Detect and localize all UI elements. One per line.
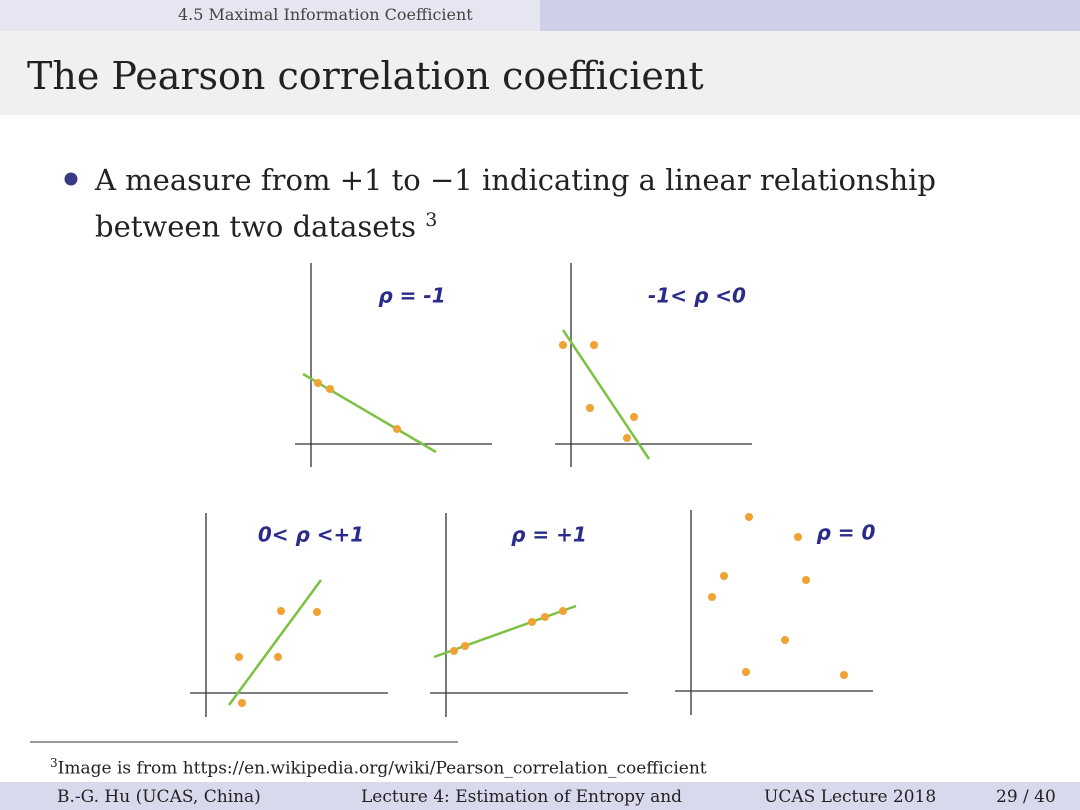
plot-label: ρ = +1 xyxy=(511,523,587,547)
footer-course: UCAS Lecture 2018 xyxy=(764,787,937,807)
bullet-text: A measure from +1 to −1 indicating a lin… xyxy=(95,160,1045,247)
bullet-body: A measure from +1 to −1 indicating a lin… xyxy=(95,163,936,244)
footer-lecture: Lecture 4: Estimation of Entropy and xyxy=(361,787,683,807)
title-band xyxy=(0,31,1080,115)
footnote: 3Image is from https://en.wikipedia.org/… xyxy=(50,756,707,779)
header-bar xyxy=(0,0,540,31)
axes xyxy=(190,263,873,717)
section-title: 4.5 Maximal Information Coefficient xyxy=(178,5,473,24)
header-bar-right xyxy=(540,0,1080,31)
plot-label: ρ = 0 xyxy=(817,521,876,545)
plot-label: -1< ρ <0 xyxy=(648,284,746,308)
slide-title: The Pearson correlation coefficient xyxy=(27,54,704,98)
footnote-mark: 3 xyxy=(425,209,438,231)
footnote-number: 3 xyxy=(50,756,58,770)
fit-lines xyxy=(227,329,651,706)
footer-page: 29 / 40 xyxy=(996,787,1056,807)
plot-label: ρ = -1 xyxy=(378,284,445,308)
bullet-icon xyxy=(64,172,78,186)
footer-author: B.-G. Hu (UCAS, China) xyxy=(57,787,261,807)
plot-label: 0< ρ <+1 xyxy=(258,523,364,547)
footnote-text: Image is from https://en.wikipedia.org/w… xyxy=(57,758,707,779)
dots xyxy=(235,341,848,707)
footer-bar xyxy=(0,782,1080,810)
